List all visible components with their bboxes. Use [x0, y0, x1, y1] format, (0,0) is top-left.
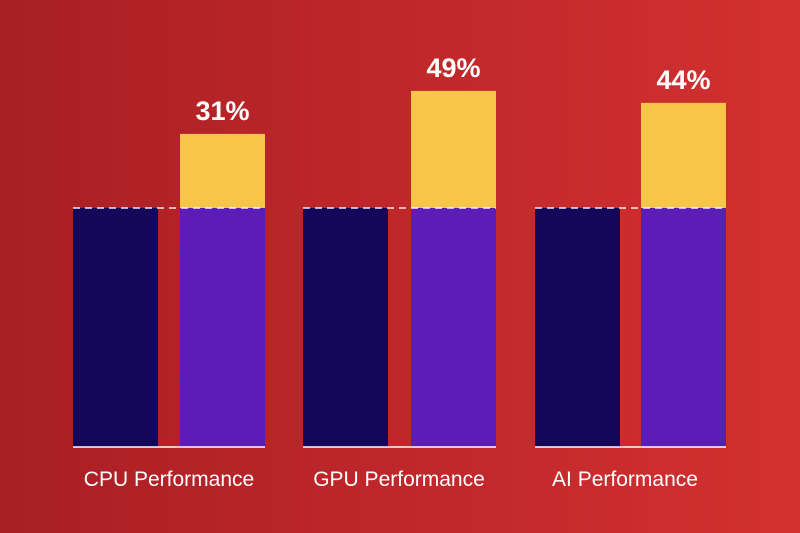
bar-new-gpu	[411, 208, 496, 447]
bar-gain-gpu	[411, 90, 496, 208]
data-label-ai: 44%	[656, 65, 710, 95]
bar-gain-ai	[641, 102, 726, 208]
bar-gain-cpu	[180, 133, 265, 208]
bar-new-ai	[641, 208, 726, 447]
category-label-cpu: CPU Performance	[84, 468, 254, 491]
data-label-gpu: 49%	[426, 53, 480, 83]
bar-baseline-ai	[535, 208, 620, 447]
bar-new-cpu	[180, 208, 265, 447]
bar-baseline-gpu	[303, 208, 388, 447]
category-label-gpu: GPU Performance	[313, 468, 485, 491]
data-label-cpu: 31%	[195, 96, 249, 126]
category-label-ai: AI Performance	[552, 468, 698, 491]
bar-baseline-cpu	[73, 208, 158, 447]
